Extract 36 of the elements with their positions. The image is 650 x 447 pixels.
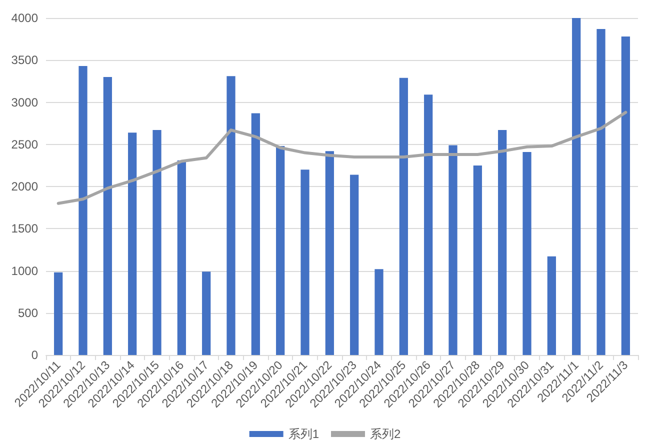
y-tick-label: 4000: [11, 11, 38, 25]
bar: [54, 272, 63, 355]
bar: [498, 130, 507, 355]
bar: [300, 170, 310, 355]
bar: [350, 174, 359, 355]
bar: [374, 269, 384, 355]
legend-label: 系列1: [288, 427, 320, 441]
y-tick-label: 2500: [11, 137, 38, 152]
bar: [251, 113, 260, 355]
bar: [572, 18, 581, 355]
bar: [177, 160, 186, 355]
y-tick-label: 3000: [11, 95, 38, 110]
bar: [226, 76, 236, 355]
bar: [522, 152, 532, 355]
y-tick-label: 1500: [11, 222, 38, 236]
bar: [399, 78, 408, 355]
bar: [276, 146, 285, 355]
y-tick-label: 500: [18, 306, 38, 320]
bar: [424, 94, 433, 355]
bar: [596, 28, 606, 355]
bar: [103, 76, 112, 355]
bar: [152, 130, 162, 355]
bar: [621, 36, 630, 355]
y-tick-label: 1000: [11, 264, 38, 278]
line-series: [56, 110, 628, 205]
y-tick-label: 0: [31, 348, 38, 362]
legend-label: 系列2: [370, 427, 401, 441]
y-tick-label: 3500: [11, 53, 38, 68]
bar: [128, 132, 137, 355]
bar: [547, 256, 556, 355]
bar: [325, 151, 334, 355]
bar: [202, 272, 211, 355]
y-tick-label: 2000: [11, 180, 38, 194]
bar: [448, 145, 458, 355]
bar: [473, 165, 482, 355]
bar: [78, 66, 88, 355]
